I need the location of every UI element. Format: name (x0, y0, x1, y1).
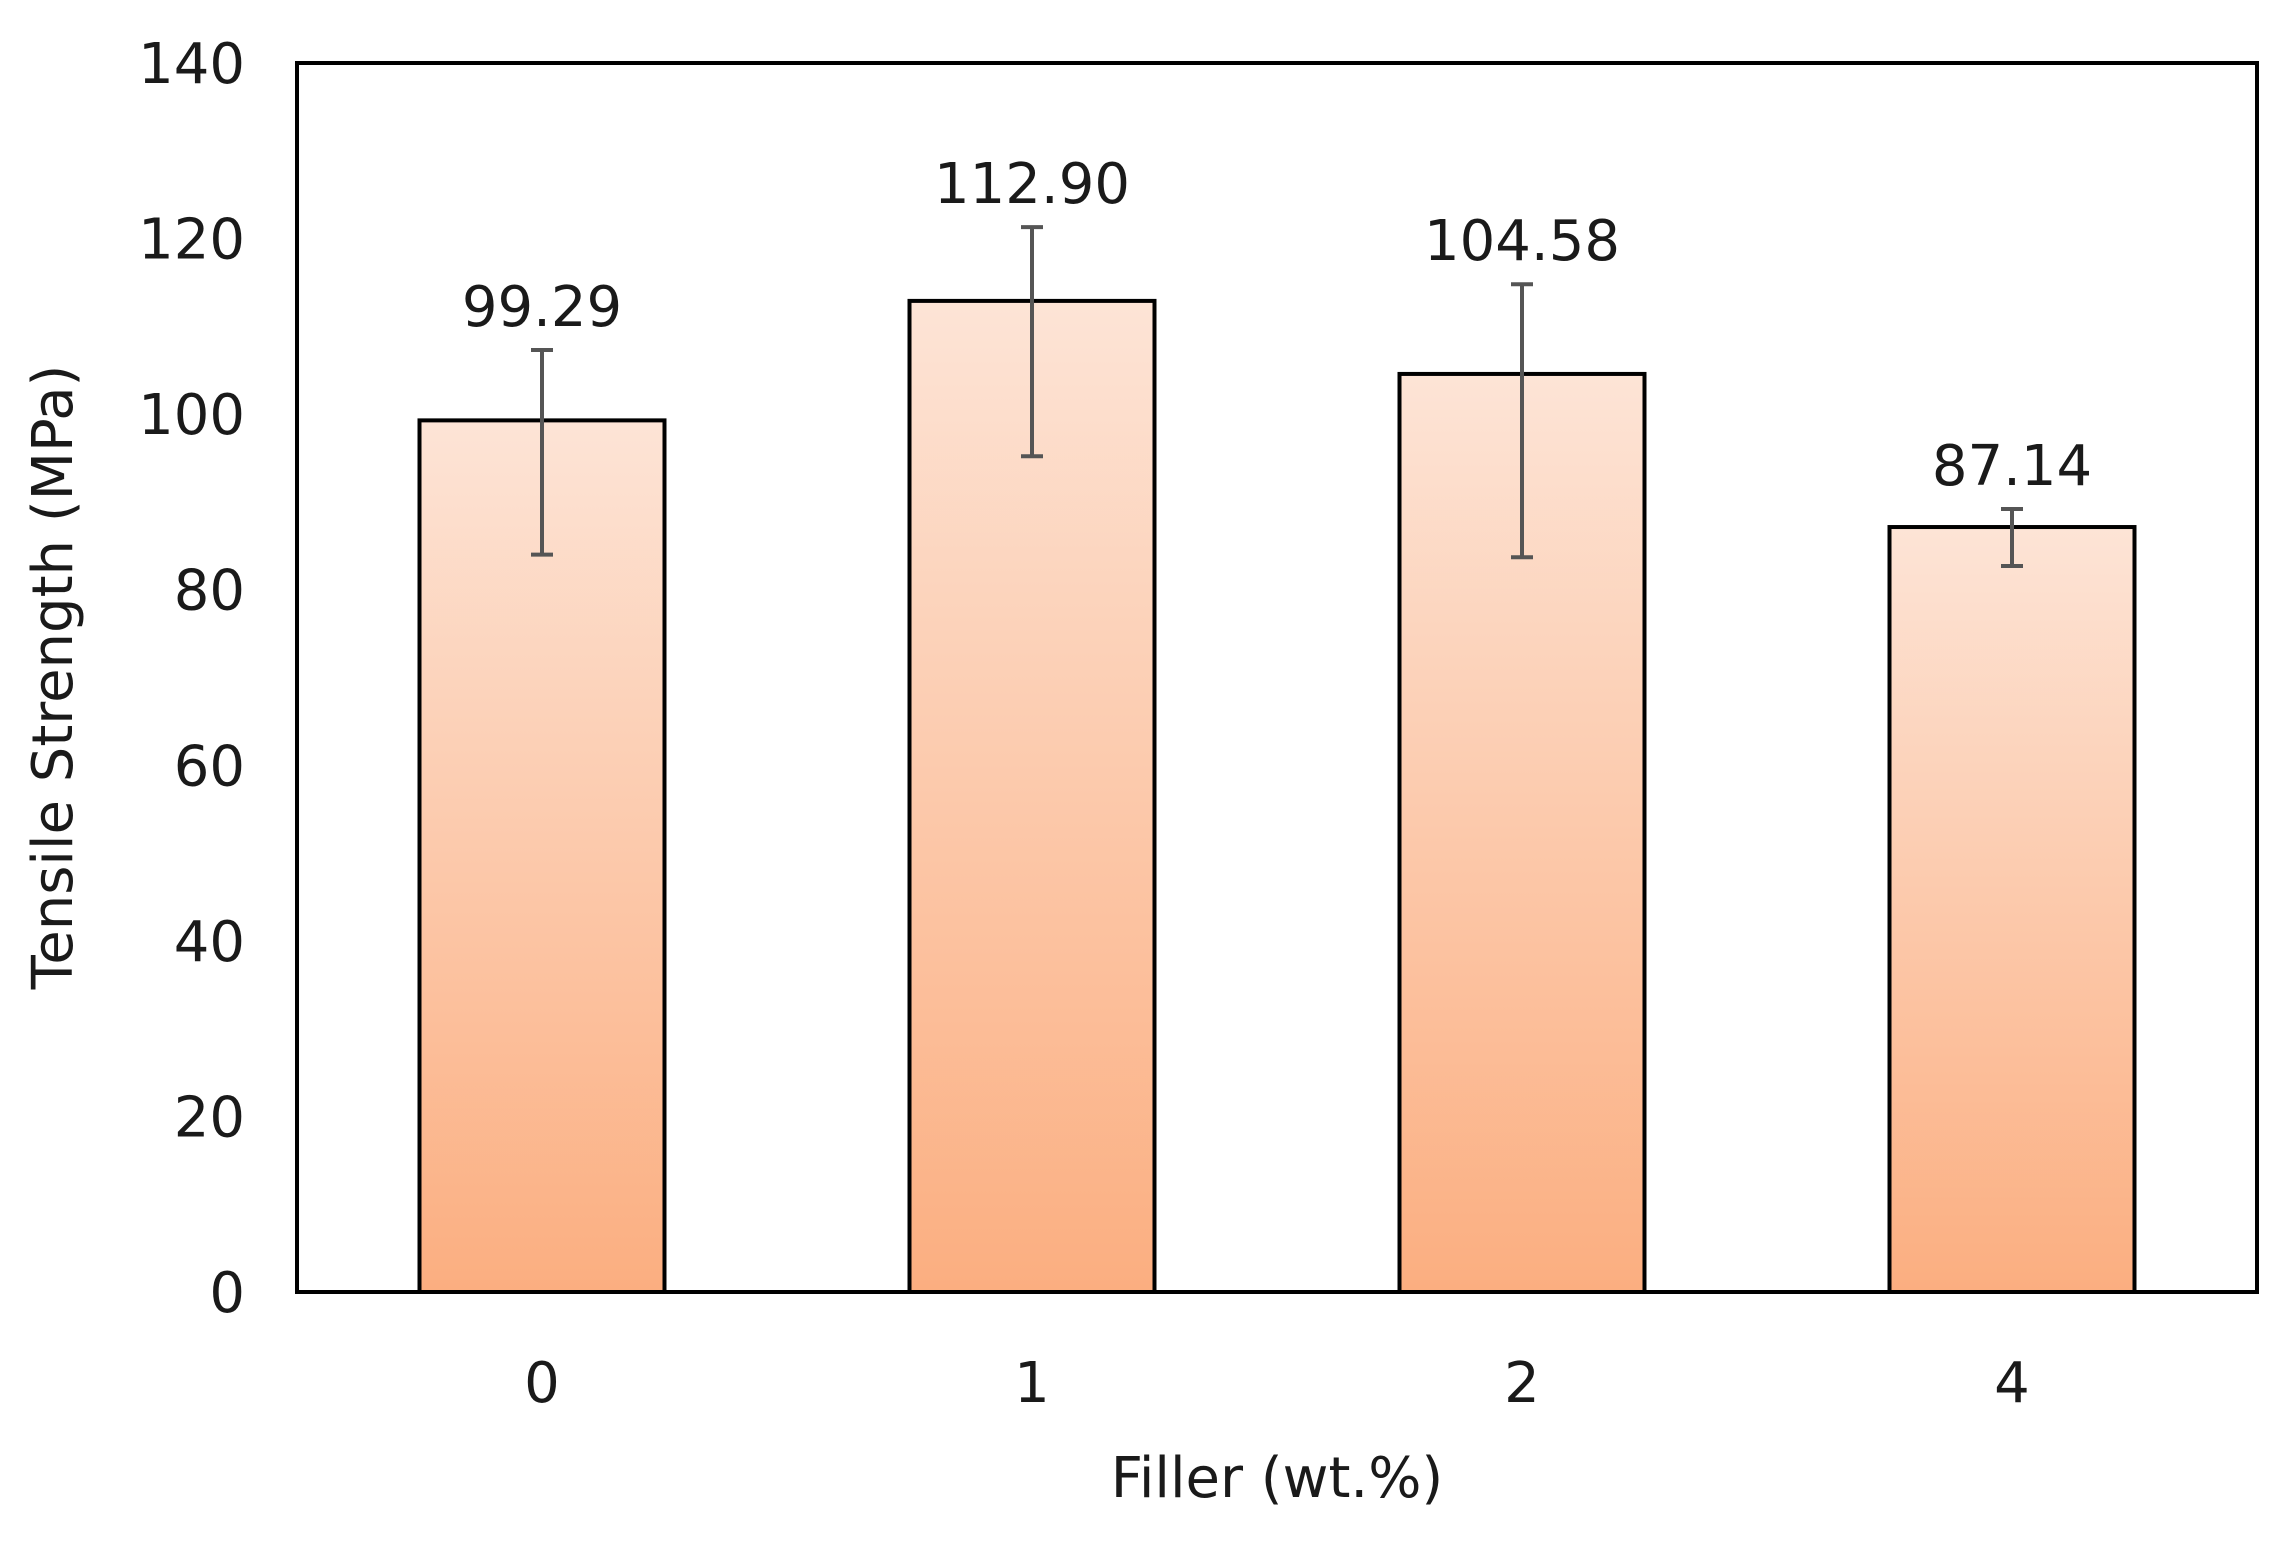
y-tick-label: 120 (138, 208, 245, 273)
data-label: 99.29 (462, 275, 622, 340)
data-labels-layer: 99.29 112.90 104.58 87.14 (462, 152, 2092, 499)
x-axis-title: Filler (wt.%) (1111, 1446, 1444, 1511)
y-tick-label: 60 (174, 734, 245, 799)
data-label: 112.90 (934, 152, 1130, 217)
y-axis-ticks: 0 20 40 60 80 100 120 140 (138, 32, 245, 1326)
error-bars-layer (531, 225, 2023, 569)
y-axis-title: Tensile Strength (MPa) (21, 365, 86, 991)
x-axis-categories: 0 1 2 4 (524, 1351, 2030, 1416)
x-category-label: 2 (1504, 1351, 1540, 1416)
error-bar (531, 348, 553, 557)
bar (417, 418, 667, 1294)
error-bar (2001, 506, 2023, 569)
bar (907, 298, 1157, 1294)
x-category-label: 4 (1994, 1351, 2030, 1416)
y-tick-label: 0 (209, 1261, 245, 1326)
y-tick-label: 20 (174, 1085, 245, 1150)
plot-frame (295, 61, 2259, 1294)
y-tick-label: 100 (138, 383, 245, 448)
y-tick-label: 80 (174, 559, 245, 624)
error-bar (1511, 282, 1533, 560)
data-label: 104.58 (1424, 209, 1620, 274)
y-tick-label: 140 (138, 32, 245, 97)
x-category-label: 1 (1014, 1351, 1050, 1416)
x-category-label: 0 (524, 1351, 560, 1416)
y-tick-label: 40 (174, 910, 245, 975)
error-bar (1021, 225, 1043, 459)
bar (1887, 525, 2137, 1294)
bars-layer (417, 298, 2137, 1294)
data-label: 87.14 (1932, 434, 2092, 499)
